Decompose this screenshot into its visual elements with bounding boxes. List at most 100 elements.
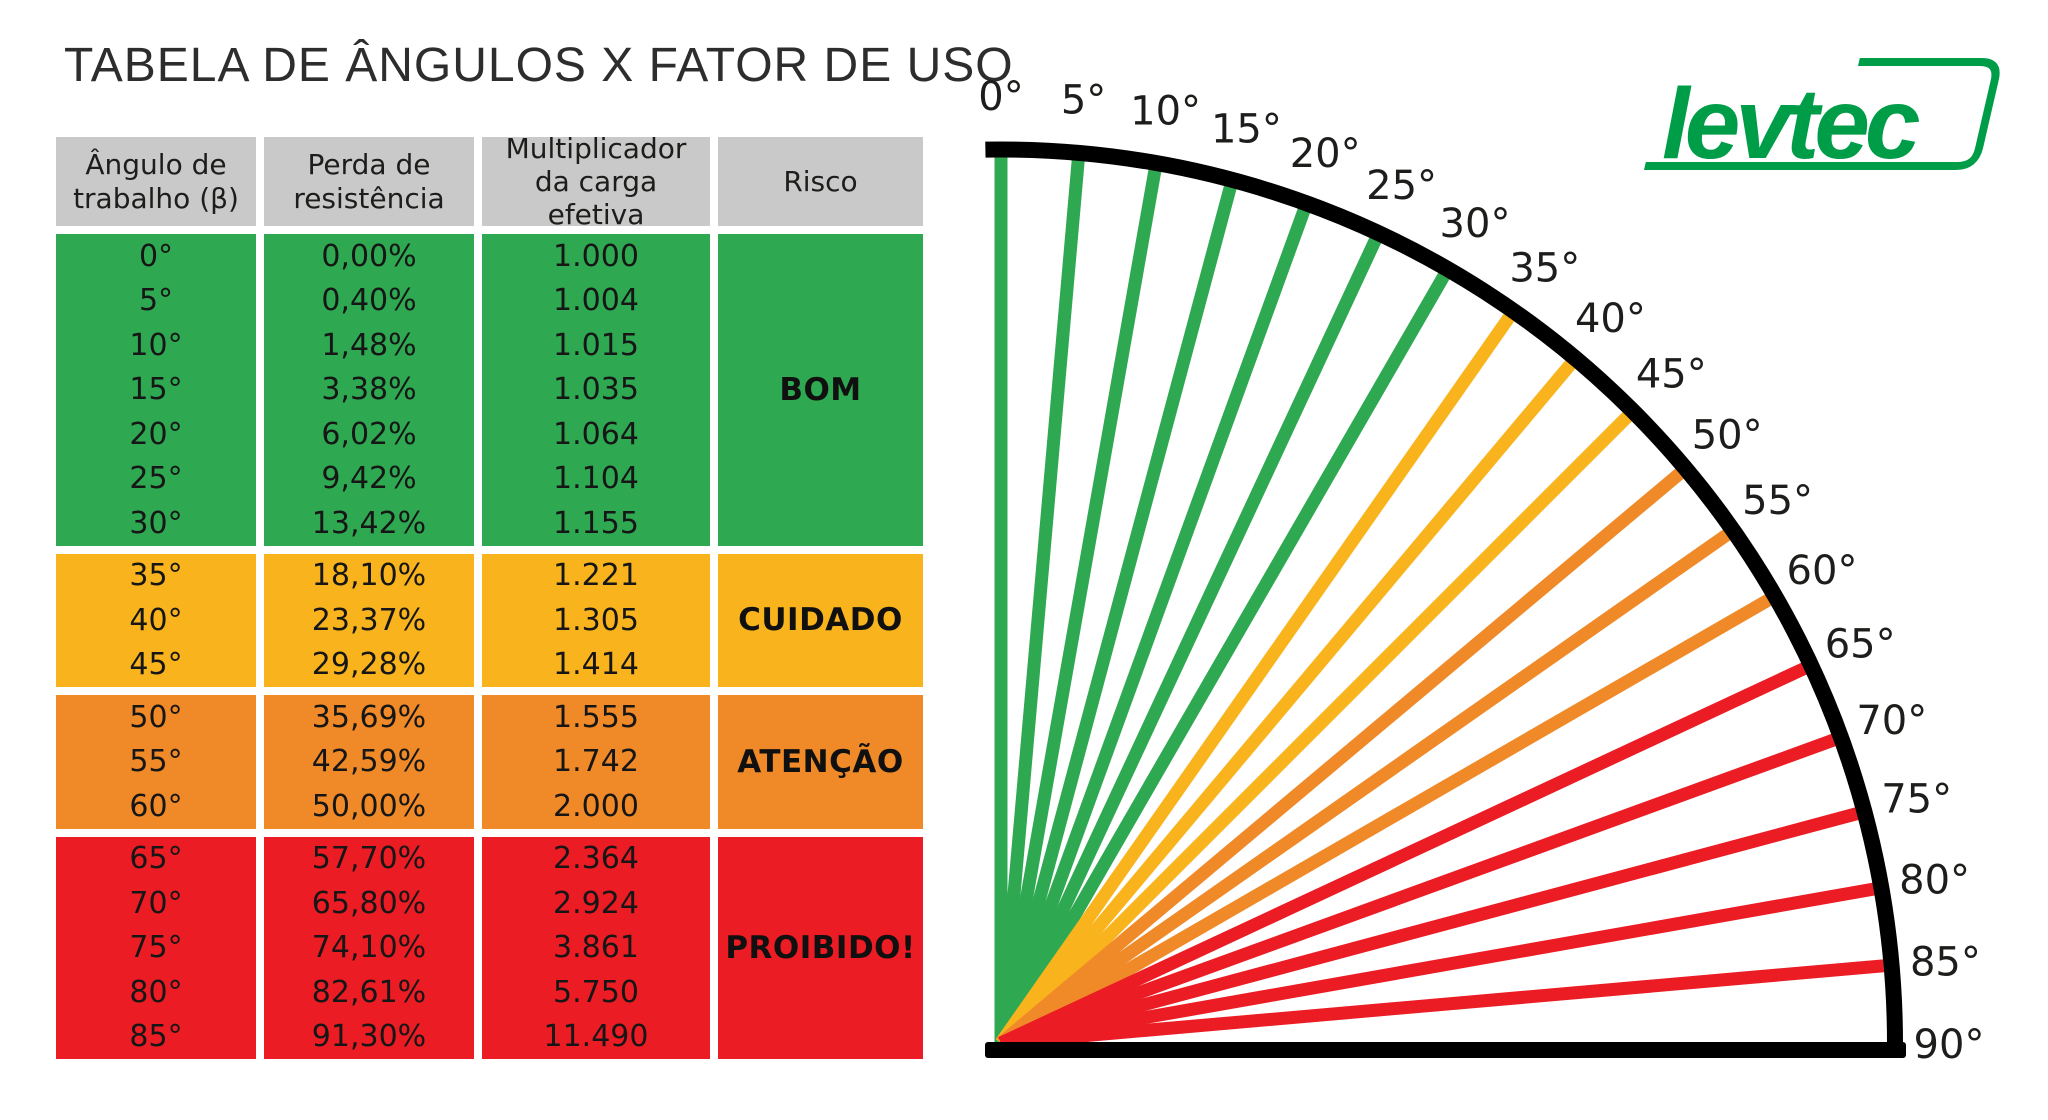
loss-cell: 91,30% [311,1019,427,1055]
logo-text: levtec [1662,68,1920,180]
fan-ray-60 [997,594,1772,1049]
fan-ray-65 [998,662,1807,1049]
loss-cell: 1,48% [321,327,417,363]
loss-cell: 35,69% [311,699,427,735]
fan-angle-label-15: 15° [1211,106,1282,152]
loss-column-good: 0,00% 0,40% 1,48% 3,38% 6,02% 9,42% 13,4… [264,234,474,546]
loss-cell: 9,42% [321,461,417,497]
multiplier-cell: 1.000 [553,238,639,274]
angle-cell: 10° [129,327,183,363]
fan-ray-15 [994,185,1237,1045]
multiplier-cell: 1.221 [553,558,639,594]
fan-rays [994,157,1885,1050]
angle-cell: 30° [129,505,183,541]
loss-column-danger: 57,70% 65,80% 74,10% 82,61% 91,30% [264,836,474,1059]
column-header-loss: Perda de resistência [264,137,474,226]
multiplier-column-attention: 1.555 1.742 2.000 [482,695,710,829]
multiplier-cell: 3.861 [553,930,639,966]
loss-cell: 57,70% [311,841,427,877]
angle-cell: 0° [138,238,174,274]
loss-column-caution: 18,10% 23,37% 29,28% [264,553,474,687]
fan-ray-20 [994,208,1311,1046]
fan-angle-label-70: 70° [1856,698,1927,744]
multiplier-cell: 11.490 [543,1019,649,1055]
angle-column-danger: 65° 70° 75° 80° 85° [56,836,256,1059]
multiplier-cell: 5.750 [553,974,639,1010]
fan-ray-75 [999,807,1859,1050]
multiplier-cell: 1.035 [553,372,639,408]
fan-angle-label-45: 45° [1636,352,1707,398]
angle-cell: 80° [129,974,183,1010]
loss-cell: 0,40% [321,283,417,319]
angle-cell: 65° [129,841,183,877]
angle-cell: 60° [129,788,183,824]
risk-label-attention: ATENÇÃO [718,695,923,829]
angle-cell: 70° [129,885,183,921]
fan-angle-label-25: 25° [1366,163,1437,209]
loss-cell: 82,61% [311,974,427,1010]
fan-arc [985,141,1903,1058]
fan-ray-55 [997,529,1731,1049]
multiplier-cell: 2.924 [553,885,639,921]
loss-cell: 6,02% [321,416,417,452]
logo-frame [1643,58,2000,170]
fan-angle-label-85: 85° [1910,939,1981,985]
column-header-risk: Risco [718,137,923,226]
multiplier-column-good: 1.000 1.004 1.015 1.035 1.064 1.104 1.15… [482,234,710,546]
multiplier-cell: 1.305 [553,602,639,638]
multiplier-cell: 2.364 [553,841,639,877]
multiplier-column-danger: 2.364 2.924 3.861 5.750 11.490 [482,836,710,1059]
multiplier-cell: 1.742 [553,744,639,780]
multiplier-cell: 1.104 [553,461,639,497]
levtec-logo: levtec [1643,58,2000,180]
loss-cell: 42,59% [311,744,427,780]
angle-cell: 20° [129,416,183,452]
loss-cell: 0,00% [321,238,417,274]
angle-column-good: 0° 5° 10° 15° 20° 25° 30° [56,234,256,546]
multiplier-column-caution: 1.221 1.305 1.414 [482,553,710,687]
loss-cell: 18,10% [311,558,427,594]
loss-cell: 13,42% [311,505,427,541]
fan-angle-labels: 0° 5° 10° 15°20°25°30°35° 40° 45° 50° 55° 60° 65°… [978,74,1984,1068]
column-header-angle: Ângulo de trabalho (β) [56,137,256,226]
fan-angle-label-40: 40° [1575,296,1646,342]
risk-label-good: BOM [718,234,923,546]
fan-ray-50 [996,468,1684,1048]
fan-angle-label-20: 20° [1290,131,1361,177]
fan-ray-45 [996,411,1633,1048]
fan-angle-label-50: 50° [1692,413,1763,459]
fan-ray-5 [994,159,1085,1044]
fan-angle-label-80: 80° [1899,857,1970,903]
fan-ray-70 [998,733,1836,1050]
fan-angle-label-30: 30° [1440,201,1511,247]
page-title: TABELA DE ÂNGULOS X FATOR DE USO [64,39,1014,92]
fan-baseline [985,1042,1906,1058]
fan-angle-label-90: 90° [1914,1022,1985,1068]
fan-angle-label-5: 5° [1061,78,1106,124]
fan-ray-35 [995,313,1515,1047]
fan-ray-40 [996,360,1576,1048]
fan-angle-label-35: 35° [1509,245,1580,291]
loss-cell: 23,37% [311,602,427,638]
angle-cell: 50° [129,699,183,735]
angle-column-caution: 35° 40° 45° [56,553,256,687]
fan-angle-label-10: 10° [1130,88,1201,134]
fan-angle-label-65: 65° [1825,621,1896,667]
fan-ray-25 [995,237,1382,1046]
multiplier-cell: 1.004 [553,283,639,319]
loss-cell: 74,10% [311,930,427,966]
angle-table: Ângulo de trabalho (β) Perda de resistên… [56,132,923,1059]
multiplier-cell: 2.000 [553,788,639,824]
fan-angle-label-55: 55° [1742,478,1813,524]
multiplier-cell: 1.155 [553,505,639,541]
fan-angle-label-0: 0° [978,74,1023,120]
angle-cell: 40° [129,602,183,638]
angle-cell: 5° [138,283,174,319]
angle-column-attention: 50° 55° 60° [56,695,256,829]
angle-cell: 35° [129,558,183,594]
angle-cell: 85° [129,1019,183,1055]
angle-cell: 45° [129,647,183,683]
multiplier-cell: 1.414 [553,647,639,683]
loss-cell: 3,38% [321,372,417,408]
